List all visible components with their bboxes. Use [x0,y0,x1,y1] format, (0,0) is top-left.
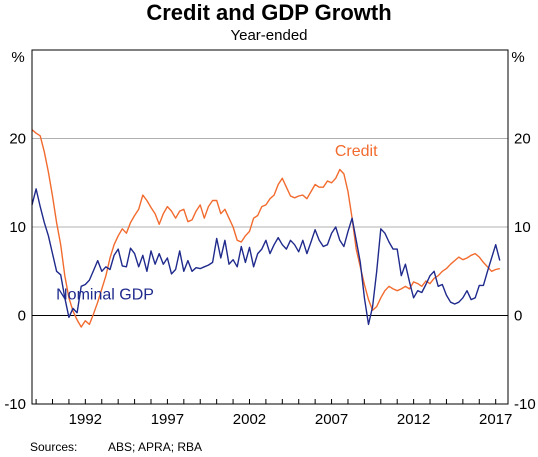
y-tick-label-left: -10 [4,396,26,413]
axis-ticks: -10 -10 0 0 10 10 20 20 1992 1997 2002 2007 2012 2017 [4,131,535,429]
y-tick-label-left: 10 [9,219,26,236]
left-axis-unit: % [11,49,24,66]
y-tick-label-right: 0 [514,308,522,325]
x-tick-label: 1992 [69,411,102,428]
series-labels: Credit Nominal GDP [56,143,378,303]
x-tick-label: 1997 [151,411,184,428]
x-tick-label: 2012 [397,411,430,428]
x-tick-label: 2002 [233,411,266,428]
x-tick-label: 2017 [479,411,512,428]
series-label-nominal-gdp: Nominal GDP [56,287,154,304]
chart-title: Credit and GDP Growth [146,0,391,25]
right-axis-unit: % [511,49,524,66]
x-tick-label: 2007 [315,411,348,428]
series-line-nominal-gdp [31,188,501,326]
plot-frame [31,49,509,405]
y-tick-label-left: 20 [9,131,26,148]
sources-text: ABS; APRA; RBA [108,440,203,454]
y-tick-label-right: 20 [514,131,531,148]
sources-label: Sources: [30,440,78,454]
series-label-credit: Credit [335,143,378,160]
y-tick-label-left: 0 [18,308,26,325]
gridlines [32,138,508,316]
series-line-credit [31,129,500,328]
sources-footer: Sources: ABS; APRA; RBA [30,440,202,454]
y-tick-label-right: -10 [514,396,536,413]
y-tick-label-right: 10 [514,219,531,236]
series-lines [31,129,501,328]
chart-subtitle: Year-ended [230,27,307,44]
